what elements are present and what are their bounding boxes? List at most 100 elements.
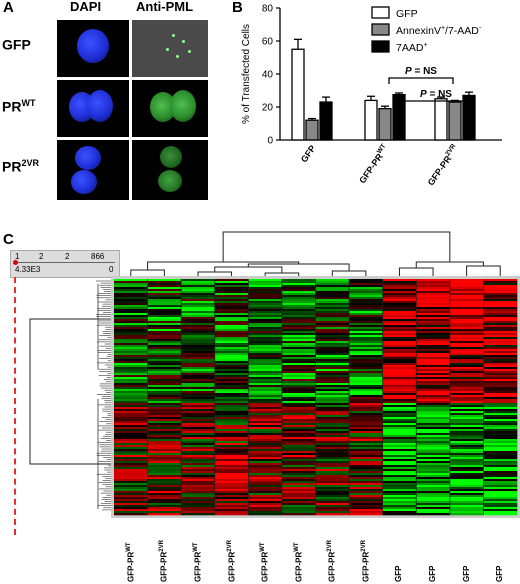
heatmap-cell	[114, 365, 148, 368]
heatmap-cell	[416, 323, 451, 326]
heatmap-cell	[382, 507, 417, 510]
heatmap-cell	[214, 419, 249, 422]
heatmap-cell	[315, 349, 350, 352]
heatmap-cell	[449, 465, 484, 468]
heatmap-cell	[449, 461, 484, 464]
heatmap-cell	[248, 481, 283, 484]
heatmap-cell	[147, 485, 182, 488]
heatmap-cell	[147, 337, 182, 340]
heatmap-cell	[315, 395, 350, 398]
heatmap-cell	[114, 339, 148, 342]
heatmap-cell	[114, 331, 148, 334]
heatmap-cell	[349, 311, 383, 314]
heatmap-cell	[416, 351, 451, 354]
heatmap-cell	[349, 283, 383, 286]
heatmap-cell	[449, 327, 484, 330]
heatmap-cell	[382, 413, 417, 416]
heatmap-cell	[449, 423, 484, 426]
heatmap-cell	[382, 283, 417, 286]
heatmap-cell	[449, 333, 484, 336]
heatmap-cell	[349, 297, 383, 300]
heatmap-cell	[382, 319, 417, 322]
heatmap-cell	[214, 333, 249, 336]
heatmap-cell	[281, 299, 316, 302]
heatmap-cell	[349, 413, 383, 416]
heatmap-cell	[449, 305, 484, 308]
heatmap-cell	[248, 357, 283, 360]
heatmap-cell	[416, 331, 451, 334]
heatmap-cell	[315, 451, 350, 454]
heatmap-cell	[114, 461, 148, 464]
heatmap-cell	[181, 399, 216, 402]
heatmap-cell	[248, 423, 283, 426]
ruler-marker	[13, 260, 18, 265]
heatmap-cell	[315, 327, 350, 330]
heatmap-cell	[281, 405, 316, 408]
heatmap-cell	[114, 333, 148, 336]
heatmap-cell	[315, 351, 350, 354]
heatmap-cell	[349, 495, 383, 498]
heatmap-cell	[181, 509, 216, 512]
heatmap-cell	[315, 333, 350, 336]
heatmap-cell	[483, 363, 518, 366]
heatmap-cell	[449, 463, 484, 466]
heatmap-cell	[281, 453, 316, 456]
heatmap-cell	[248, 465, 283, 468]
heatmap-column-label: GFP-PR2VR	[159, 540, 170, 582]
heatmap-cell	[315, 389, 350, 392]
heatmap-cell	[416, 295, 451, 298]
heatmap-cell	[147, 425, 182, 428]
heatmap-cell	[181, 449, 216, 452]
heatmap-cell	[214, 443, 249, 446]
heatmap-cell	[114, 411, 148, 414]
heatmap-cell	[248, 449, 283, 452]
heatmap-cell	[449, 343, 484, 346]
heatmap-cell	[214, 499, 249, 502]
heatmap-cell	[214, 455, 249, 458]
heatmap-cell	[483, 339, 518, 342]
heatmap-cell	[483, 397, 518, 400]
heatmap-cell	[114, 315, 148, 318]
heatmap-cell	[382, 481, 417, 484]
heatmap-cell	[315, 279, 350, 282]
heatmap-cell	[449, 459, 484, 462]
heatmap-cell	[382, 321, 417, 324]
heatmap-cell	[483, 389, 518, 392]
heatmap-cell	[382, 463, 417, 466]
heatmap-cell	[248, 489, 283, 492]
heatmap-cell	[181, 511, 216, 514]
heatmap-cell	[248, 287, 283, 290]
heatmap-cell	[315, 297, 350, 300]
heatmap-cell	[281, 327, 316, 330]
heatmap-cell	[449, 399, 484, 402]
heatmap-cell	[147, 399, 182, 402]
heatmap-cell	[315, 455, 350, 458]
heatmap-cell	[382, 289, 417, 292]
heatmap-cell	[281, 343, 316, 346]
heatmap-cell	[147, 441, 182, 444]
heatmap-cell	[416, 491, 451, 494]
heatmap-cell	[281, 365, 316, 368]
heatmap-cell	[315, 371, 350, 374]
heatmap-cell	[349, 319, 383, 322]
heatmap-cell	[248, 443, 283, 446]
heatmap-cell	[349, 383, 383, 386]
heatmap-cell	[416, 375, 451, 378]
ruler-label: 2	[39, 252, 44, 261]
heatmap-cell	[147, 289, 182, 292]
heatmap-cell	[147, 301, 182, 304]
heatmap-cell	[248, 327, 283, 330]
heatmap-cell	[483, 307, 518, 310]
heatmap-cell	[248, 421, 283, 424]
heatmap-cell	[114, 443, 148, 446]
heatmap-cell	[181, 397, 216, 400]
heatmap-cell	[382, 439, 417, 442]
heatmap-cell	[449, 419, 484, 422]
heatmap-cell	[281, 373, 316, 376]
heatmap-cell	[248, 395, 283, 398]
heatmap-cell	[315, 373, 350, 376]
heatmap-cell	[483, 319, 518, 322]
heatmap-cell	[114, 467, 148, 470]
heatmap-cell	[147, 339, 182, 342]
heatmap-cell	[483, 413, 518, 416]
